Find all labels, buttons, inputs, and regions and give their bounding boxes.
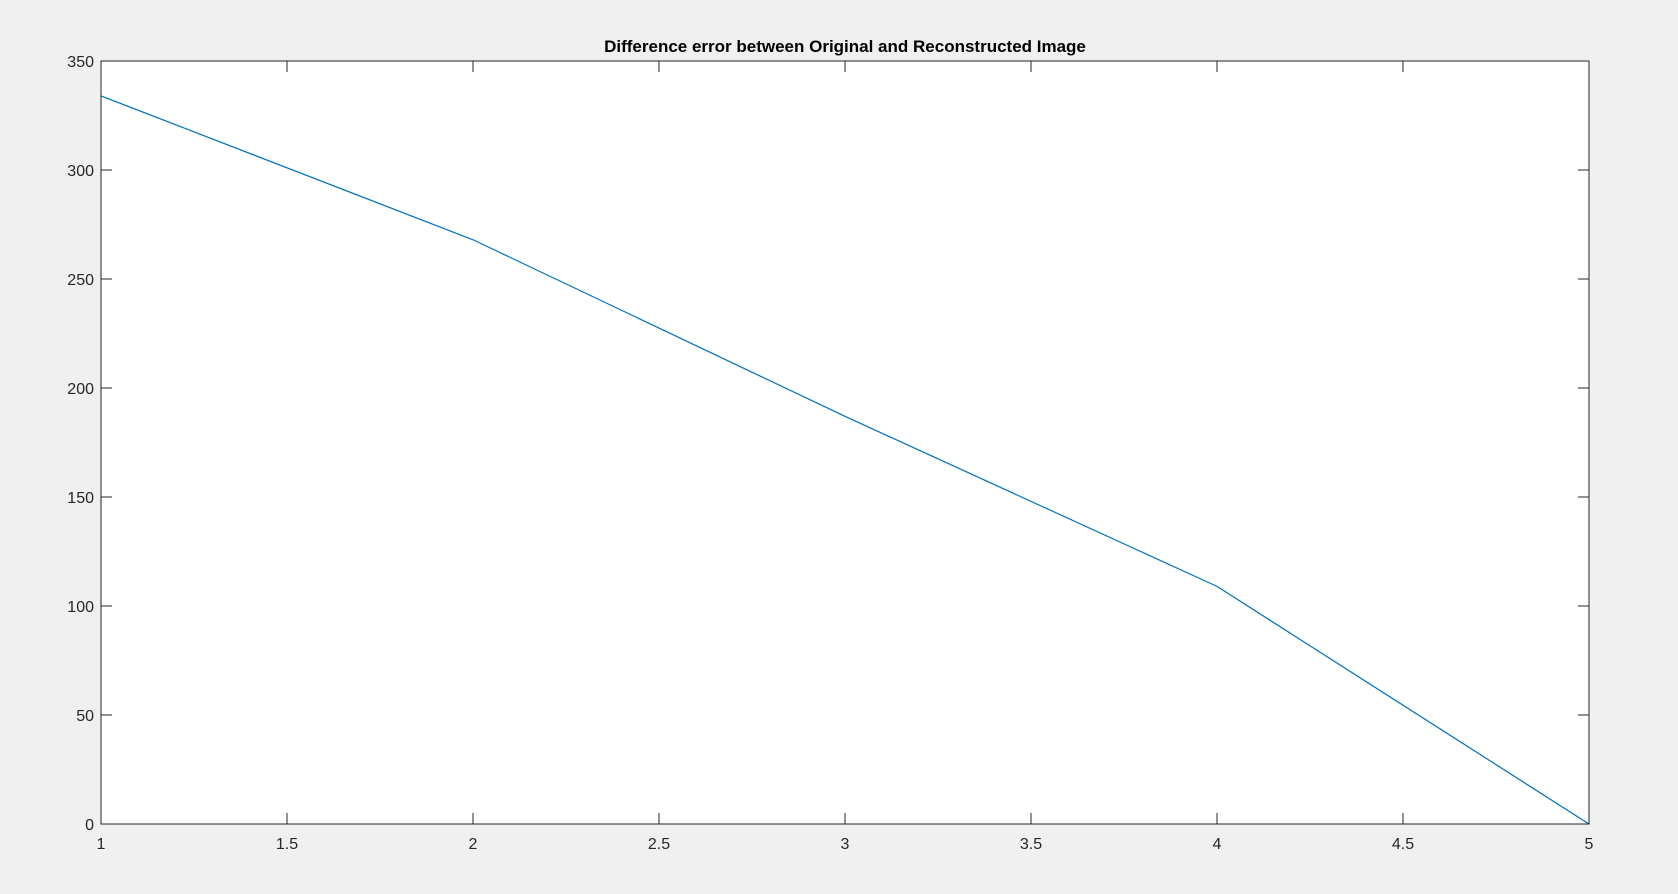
y-tick-label: 300	[67, 163, 94, 180]
axes-box	[100, 60, 1590, 825]
y-tick-label: 100	[67, 599, 94, 616]
series-line	[100, 95, 1590, 825]
y-tick-label: 150	[67, 490, 94, 507]
chart-title: Difference error between Original and Re…	[604, 37, 1086, 56]
data-layer	[100, 95, 1590, 825]
y-tick-label: 200	[67, 381, 94, 398]
x-tick-label: 2	[469, 836, 478, 853]
x-tick-label: 3	[841, 836, 850, 853]
x-tick-label: 1.5	[276, 836, 298, 853]
x-tick-label: 3.5	[1020, 836, 1042, 853]
y-tick-label: 250	[67, 272, 94, 289]
y-tick-label: 0	[85, 817, 94, 834]
x-tick-label: 1	[97, 836, 106, 853]
axes-background	[101, 61, 1589, 824]
x-tick-label: 4.5	[1392, 836, 1414, 853]
x-tick-label: 5	[1585, 836, 1594, 853]
x-tick-label: 2.5	[648, 836, 670, 853]
y-tick-label: 50	[76, 708, 94, 725]
y-tick-label: 350	[67, 54, 94, 71]
x-tick-label: 4	[1213, 836, 1222, 853]
